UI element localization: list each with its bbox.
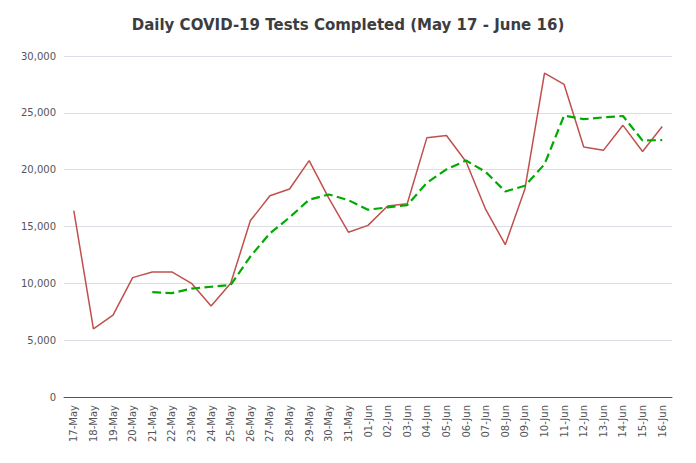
svg-text:03-Jun: 03-Jun [402, 405, 413, 438]
svg-text:05-Jun: 05-Jun [441, 405, 452, 438]
svg-text:09-Jun: 09-Jun [519, 405, 530, 438]
svg-text:27-May: 27-May [264, 405, 275, 442]
svg-text:31-May: 31-May [343, 405, 354, 442]
svg-text:5,000: 5,000 [27, 335, 56, 346]
svg-text:13-Jun: 13-Jun [598, 405, 609, 438]
svg-text:16-Jun: 16-Jun [657, 405, 668, 438]
svg-text:02-Jun: 02-Jun [382, 405, 393, 438]
svg-text:08-Jun: 08-Jun [500, 405, 511, 438]
svg-text:20,000: 20,000 [21, 164, 56, 175]
svg-text:10,000: 10,000 [21, 278, 56, 289]
svg-text:06-Jun: 06-Jun [461, 405, 472, 438]
svg-text:0: 0 [50, 392, 56, 403]
svg-text:20-May: 20-May [127, 405, 138, 442]
svg-text:12-Jun: 12-Jun [578, 405, 589, 438]
svg-text:25-May: 25-May [225, 405, 236, 442]
svg-text:04-Jun: 04-Jun [421, 405, 432, 438]
svg-text:Daily COVID-19 Tests Completed: Daily COVID-19 Tests Completed (May 17 -… [132, 16, 564, 34]
svg-text:26-May: 26-May [245, 405, 256, 442]
svg-text:24-May: 24-May [206, 405, 217, 442]
svg-text:23-May: 23-May [186, 405, 197, 442]
svg-text:15,000: 15,000 [21, 221, 56, 232]
svg-text:18-May: 18-May [88, 405, 99, 442]
svg-text:10-Jun: 10-Jun [539, 405, 550, 438]
svg-text:25,000: 25,000 [21, 107, 56, 118]
svg-text:15-Jun: 15-Jun [637, 405, 648, 438]
svg-text:22-May: 22-May [166, 405, 177, 442]
svg-text:19-May: 19-May [108, 405, 119, 442]
svg-text:01-Jun: 01-Jun [363, 405, 374, 438]
svg-text:30-May: 30-May [323, 405, 334, 442]
svg-text:29-May: 29-May [304, 405, 315, 442]
svg-text:21-May: 21-May [147, 405, 158, 442]
svg-text:30,000: 30,000 [21, 51, 56, 62]
svg-text:17-May: 17-May [68, 405, 79, 442]
svg-text:07-Jun: 07-Jun [480, 405, 491, 438]
svg-text:11-Jun: 11-Jun [559, 405, 570, 438]
svg-text:28-May: 28-May [284, 405, 295, 442]
svg-text:14-Jun: 14-Jun [617, 405, 628, 438]
